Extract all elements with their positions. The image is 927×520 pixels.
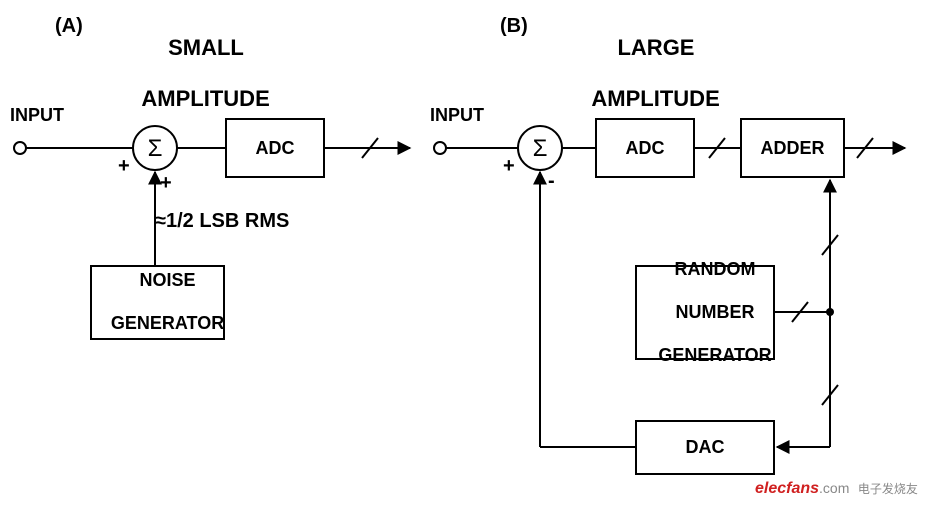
sigma-a-icon: Σ: [148, 135, 163, 162]
section-b-title-l2: AMPLITUDE: [591, 86, 719, 111]
input-b-terminal: [434, 142, 446, 154]
section-a-title: SMALL AMPLITUDE: [130, 10, 270, 111]
slash-b-to-adder: [822, 235, 838, 255]
input-b-label: INPUT: [430, 105, 484, 126]
rng-l3: GENERATOR: [658, 345, 771, 365]
section-a-title-l2: AMPLITUDE: [141, 86, 269, 111]
junction-dot: [826, 308, 834, 316]
sum-b-minus-bottom: -: [548, 170, 555, 193]
section-b-title: LARGE AMPLITUDE: [580, 10, 720, 111]
adc-a-box: ADC: [225, 118, 325, 178]
lsb-note: ≈1/2 LSB RMS: [155, 210, 289, 233]
dac-label: DAC: [686, 437, 725, 458]
sum-a-plus-bottom: +: [160, 172, 172, 195]
dac-box: DAC: [635, 420, 775, 475]
watermark-cn: 电子发烧友: [858, 482, 918, 496]
adder-box: ADDER: [740, 118, 845, 178]
adc-a-label: ADC: [256, 138, 295, 159]
input-a-label: INPUT: [10, 105, 64, 126]
watermark: elecfans.com 电子发烧友: [755, 480, 918, 498]
watermark-domain: .com: [819, 480, 849, 496]
adc-b-box: ADC: [595, 118, 695, 178]
slash-b-rng: [792, 302, 808, 322]
input-a-terminal: [14, 142, 26, 154]
adc-b-label: ADC: [626, 138, 665, 159]
watermark-brand: elecfans: [755, 480, 819, 497]
rng-box: RANDOM NUMBER GENERATOR: [635, 265, 775, 360]
sum-a-circle: [133, 126, 177, 170]
rng-l1: RANDOM: [675, 259, 756, 279]
sum-a-plus-left: +: [118, 155, 130, 178]
section-a-title-l1: SMALL: [168, 35, 244, 60]
noise-gen-l1: NOISE: [140, 270, 196, 290]
sum-b-plus-left: +: [503, 155, 515, 178]
rng-l2: NUMBER: [676, 302, 755, 322]
adder-label: ADDER: [760, 138, 824, 159]
slash-b-adc-adder: [709, 138, 725, 158]
noise-generator-box: NOISE GENERATOR: [90, 265, 225, 340]
sigma-b-icon: Σ: [533, 135, 548, 162]
slash-b-adder-out: [857, 138, 873, 158]
slash-b-to-dac: [822, 385, 838, 405]
section-a-marker: (A): [55, 15, 83, 38]
sum-b-circle: [518, 126, 562, 170]
noise-gen-l2: GENERATOR: [111, 313, 224, 333]
slash-a-adc-out: [362, 138, 378, 158]
section-b-marker: (B): [500, 15, 528, 38]
section-b-title-l1: LARGE: [617, 35, 694, 60]
